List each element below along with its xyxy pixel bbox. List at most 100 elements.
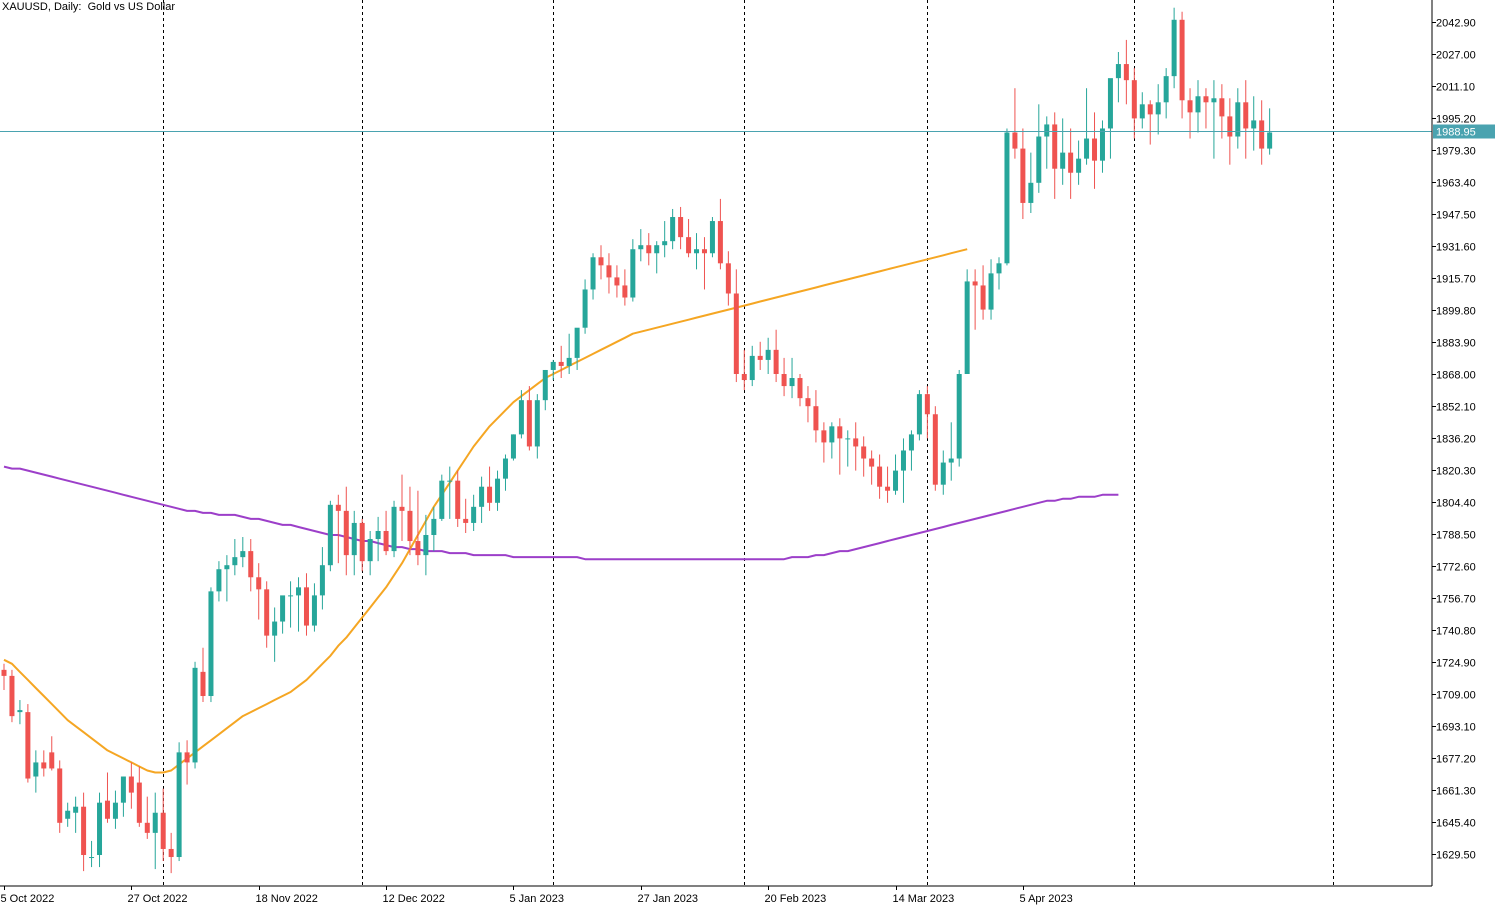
candle-bear	[932, 406, 938, 491]
candle-bull	[232, 539, 238, 576]
candle-bull	[765, 337, 771, 374]
candle-body	[972, 281, 978, 286]
candle-body	[1060, 152, 1066, 169]
candle-body	[1107, 78, 1113, 129]
candle-bull	[296, 577, 302, 632]
candle-bull	[749, 345, 755, 387]
candle-body	[741, 374, 747, 381]
candle-bear	[25, 704, 31, 783]
candle-body	[662, 241, 668, 246]
candle-body	[789, 378, 795, 387]
candle-body	[518, 400, 524, 435]
candle-body	[1131, 80, 1137, 119]
candle-bull	[654, 241, 660, 274]
candle-body	[694, 249, 700, 254]
candle-bull	[948, 422, 954, 481]
candle-bear	[9, 669, 15, 723]
candle-bull	[447, 466, 453, 519]
candle-body	[869, 458, 875, 467]
candle-bear	[303, 573, 309, 636]
candle-bear	[701, 237, 707, 290]
candle-body	[837, 426, 843, 439]
candle-body	[455, 480, 461, 519]
candle-bull	[280, 595, 286, 634]
candle-body	[89, 857, 95, 859]
candle-bull	[1211, 80, 1217, 159]
x-tick-label: 5 Jan 2023	[510, 893, 564, 905]
candle-bear	[1131, 68, 1137, 139]
candle-bull	[152, 792, 158, 870]
candle-bull	[423, 514, 429, 576]
candle-body	[893, 470, 899, 491]
candle-body	[566, 357, 572, 366]
ma-fast-layer	[3, 248, 968, 774]
candle-bear	[463, 498, 469, 533]
candle-bull	[1004, 128, 1010, 266]
candle-bull	[1107, 78, 1113, 159]
candle-bear	[1179, 11, 1185, 119]
candle-bear	[725, 251, 731, 306]
candle-body	[678, 217, 684, 238]
candle-body	[805, 398, 811, 407]
candle-bull	[112, 790, 118, 829]
candle-bull	[1155, 84, 1161, 135]
y-tick-label: 1995.20	[1436, 114, 1476, 126]
candle-body	[1155, 102, 1161, 115]
candle-body	[288, 595, 294, 597]
candle-body	[630, 249, 636, 298]
candle-body	[574, 327, 580, 358]
candle-bull	[224, 555, 230, 602]
candle-bull	[65, 802, 71, 827]
candle-body	[264, 589, 270, 636]
candle-body	[1020, 148, 1026, 203]
candle-bull	[694, 233, 700, 270]
candle-body	[112, 802, 118, 819]
candle-body	[407, 510, 413, 542]
candle-body	[622, 285, 628, 298]
candle-bull	[845, 430, 851, 467]
candle-bull	[534, 394, 540, 459]
candle-body	[725, 263, 731, 294]
candle-bear	[359, 518, 365, 572]
candle-body	[924, 394, 930, 415]
candle-bull	[964, 269, 970, 374]
candle-body	[1139, 104, 1145, 119]
candle-body	[1251, 120, 1257, 129]
candle-body	[399, 506, 405, 511]
candle-body	[956, 374, 962, 459]
candle-body	[351, 522, 357, 556]
candle-body	[327, 504, 333, 566]
candle-bull	[893, 454, 899, 495]
candle-body	[335, 504, 341, 511]
candle-body	[916, 394, 922, 435]
candle-body	[598, 257, 604, 266]
candle-body	[877, 466, 883, 487]
candle-bull	[900, 438, 906, 503]
candle-bull	[367, 530, 373, 576]
candle-body	[558, 361, 564, 366]
candle-bear	[1123, 39, 1129, 105]
candle-body	[948, 458, 954, 463]
candle-bear	[57, 760, 63, 833]
candle-body	[510, 434, 516, 459]
candle-bear	[980, 265, 986, 320]
y-tick-label: 1661.30	[1436, 786, 1476, 798]
y-tick-label: 2042.90	[1436, 18, 1476, 30]
candle-bear	[1, 663, 7, 690]
candle-body	[17, 710, 23, 713]
candle-body	[9, 675, 15, 717]
candle-body	[128, 776, 134, 793]
candle-bull	[574, 327, 580, 370]
candle-body	[1012, 132, 1018, 149]
candle-body	[757, 355, 763, 360]
candle-body	[964, 281, 970, 374]
candle-body	[717, 221, 723, 264]
y-tick-label: 1868.00	[1436, 370, 1476, 382]
candle-bear	[853, 422, 859, 471]
candle-body	[829, 426, 835, 443]
candle-body	[638, 245, 644, 250]
candle-body	[49, 752, 55, 769]
candle-body	[996, 263, 1002, 274]
candle-bear	[686, 219, 692, 258]
